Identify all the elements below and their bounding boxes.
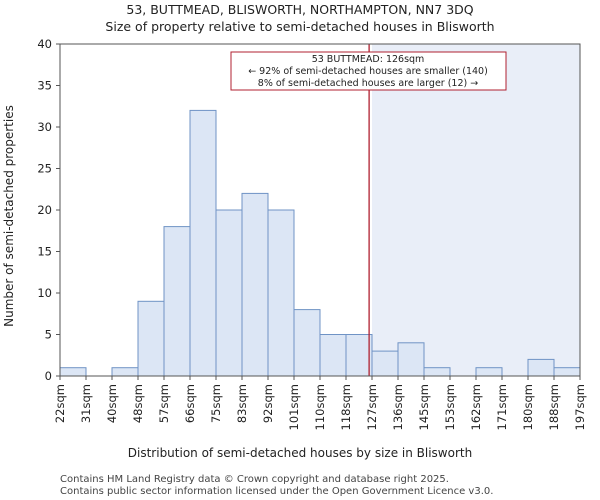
x-tick-label: 48sqm [131, 384, 145, 423]
x-tick-label: 22sqm [53, 384, 67, 423]
bar-57sqm [163, 226, 191, 377]
chart-subtitle: Size of property relative to semi-detach… [105, 19, 494, 34]
x-tick-label: 145sqm [417, 384, 431, 430]
highlight-region [372, 44, 580, 376]
y-tick-label: 15 [37, 245, 52, 259]
bar-136sqm [397, 342, 425, 377]
bar-101sqm [293, 309, 321, 377]
bar-40sqm [111, 367, 139, 377]
x-tick-label: 57sqm [157, 384, 171, 423]
bar-180sqm [527, 358, 555, 377]
bar-118sqm [345, 334, 373, 377]
footer-line-2: Contains public sector information licen… [60, 486, 493, 497]
x-tick-label: 40sqm [105, 384, 119, 423]
x-tick-label: 31sqm [79, 384, 93, 423]
y-tick-label: 0 [45, 369, 52, 383]
annotation-frame [230, 51, 507, 91]
x-tick-label: 92sqm [261, 384, 275, 423]
bar-66sqm [189, 109, 217, 377]
y-tick-label: 10 [37, 286, 52, 300]
annotation-line-1: 53 BUTTMEAD: 126sqm [312, 54, 425, 65]
y-tick-label: 25 [37, 162, 52, 176]
bar-188sqm [553, 367, 581, 377]
y-axis-label: Number of semi-detached properties [2, 105, 16, 327]
x-tick-label: 188sqm [547, 384, 561, 430]
y-tick-label: 5 [45, 328, 52, 342]
bar-92sqm [267, 209, 295, 377]
x-tick-label: 171sqm [495, 384, 509, 430]
y-tick-label: 30 [37, 120, 52, 134]
bar-162sqm [475, 367, 503, 377]
annotation-line-2: ← 92% of semi-detached houses are smalle… [248, 66, 488, 77]
x-tick-label: 75sqm [209, 384, 223, 423]
y-tick-label: 20 [37, 203, 52, 217]
bar-22sqm [59, 367, 87, 377]
annotation-box: 53 BUTTMEAD: 126sqm ← 92% of semi-detach… [230, 51, 507, 91]
x-tick-label: 136sqm [391, 384, 405, 430]
chart-title: 53, BUTTMEAD, BLISWORTH, NORTHAMPTON, NN… [126, 2, 473, 17]
y-tick-label: 40 [37, 37, 52, 51]
bar-127sqm [371, 350, 399, 377]
x-tick-label: 180sqm [521, 384, 535, 430]
x-tick-label: 162sqm [469, 384, 483, 430]
bar-145sqm [423, 367, 451, 377]
x-tick-label: 197sqm [573, 384, 587, 430]
x-tick-label: 118sqm [339, 384, 353, 430]
bar-83sqm [241, 192, 269, 377]
footer-line-1: Contains HM Land Registry data © Crown c… [60, 474, 449, 485]
x-tick-label: 110sqm [313, 384, 327, 430]
bar-75sqm [215, 209, 243, 377]
y-tick-label: 35 [37, 79, 52, 93]
x-axis-label: Distribution of semi-detached houses by … [128, 446, 472, 460]
bar-110sqm [319, 334, 347, 377]
annotation-line-3: 8% of semi-detached houses are larger (1… [258, 78, 478, 89]
x-tick-label: 127sqm [365, 384, 379, 430]
x-tick-label: 66sqm [183, 384, 197, 423]
x-tick-label: 153sqm [443, 384, 457, 430]
x-tick-label: 83sqm [235, 384, 249, 423]
bar-48sqm [137, 300, 165, 377]
x-tick-label: 101sqm [287, 384, 301, 430]
